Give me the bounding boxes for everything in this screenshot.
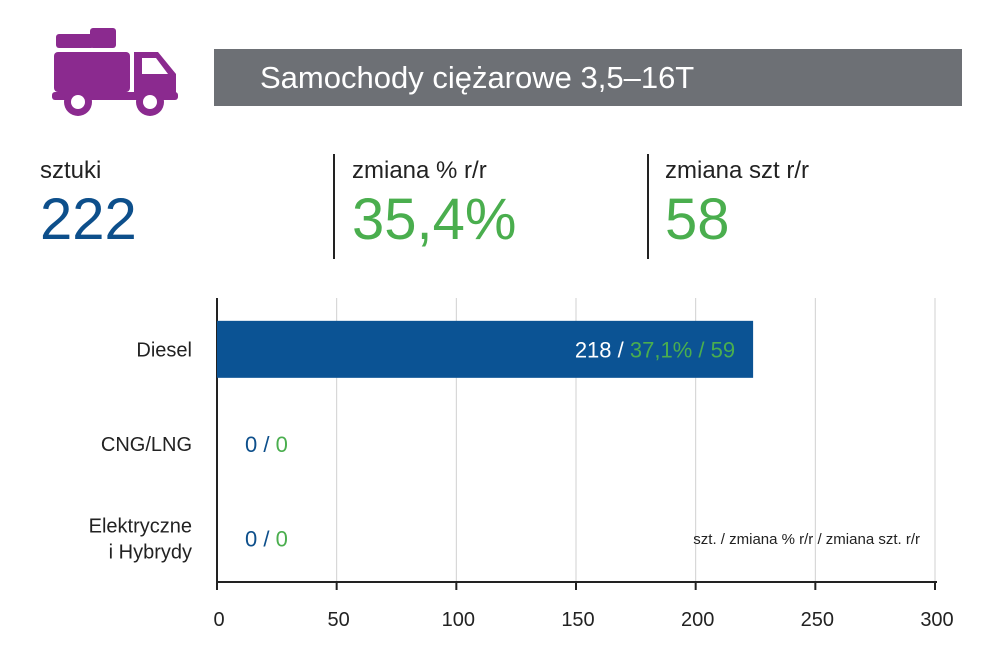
stat-divider <box>333 154 335 259</box>
stat-units-value: 222 <box>40 187 137 252</box>
x-tick-label: 50 <box>328 609 350 631</box>
x-tick-label: 300 <box>920 609 953 631</box>
truck-icon <box>52 28 178 116</box>
stat-unit-change-label: zmiana szt r/r <box>665 157 810 184</box>
x-tick-label: 0 <box>213 609 224 631</box>
stat-percent-change-label: zmiana % r/r <box>352 157 487 184</box>
bar <box>217 320 754 378</box>
x-tick-label: 200 <box>681 609 714 631</box>
stat-percent-change-value: 35,4% <box>352 187 517 252</box>
x-tick-label: 100 <box>442 609 475 631</box>
data-label: 0 / 0 <box>245 432 288 457</box>
category-label: Elektryczne <box>89 516 192 538</box>
data-label: 218 / 37,1% / 59 <box>575 337 735 362</box>
category-label: i Hybrydy <box>109 542 192 564</box>
stat-percent-change: zmiana % r/r 35,4% <box>352 156 516 252</box>
page-title: Samochody ciężarowe 3,5–16T <box>214 49 962 106</box>
chart-annotation: szt. / zmiana % r/r / zmiana szt. r/r <box>693 531 920 548</box>
x-tick-label: 250 <box>801 609 834 631</box>
category-label: Diesel <box>136 339 192 361</box>
stat-unit-change-value: 58 <box>665 187 730 252</box>
stat-units: sztuki 222 <box>40 156 137 252</box>
stat-divider <box>647 154 649 259</box>
category-label: CNG/LNG <box>101 434 192 456</box>
stat-units-label: sztuki <box>40 157 102 184</box>
x-tick-label: 150 <box>561 609 594 631</box>
data-label: 0 / 0 <box>245 527 288 552</box>
stat-unit-change: zmiana szt r/r 58 <box>665 156 809 252</box>
